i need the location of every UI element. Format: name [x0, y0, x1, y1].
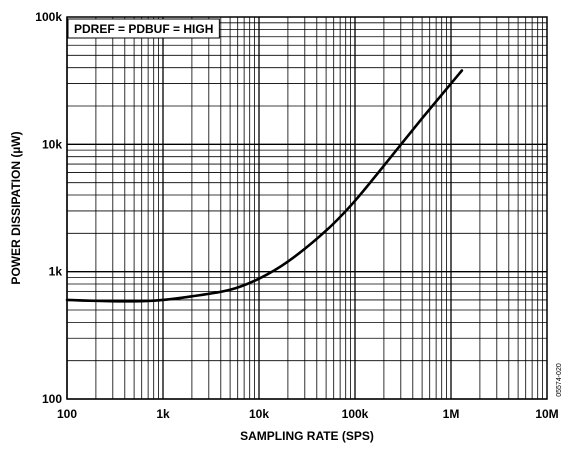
annotation-box: PDREF = PDBUF = HIGH — [67, 18, 220, 39]
x-tick-label: 100k — [342, 407, 369, 421]
y-tick-label: 100k — [35, 10, 62, 24]
annotation-text: PDREF = PDBUF = HIGH — [74, 22, 213, 36]
figure-id: 05574-020 — [556, 363, 563, 397]
x-axis-label: SAMPLING RATE (SPS) — [240, 429, 374, 443]
grid — [66, 17, 547, 400]
x-tick-label: 1M — [443, 407, 460, 421]
tick-labels: 100 1k 10k 100k 1M 10M 100 1k 10k 100k — [35, 10, 558, 421]
x-tick-label: 10k — [249, 407, 269, 421]
y-axis-label: POWER DISSIPATION (µW) — [9, 131, 23, 284]
x-tick-label: 100 — [57, 407, 77, 421]
y-tick-label: 1k — [49, 265, 63, 279]
plot-frame — [66, 16, 548, 400]
series-layer — [65, 69, 464, 303]
y-tick-label: 100 — [42, 392, 62, 406]
x-tick-label: 10M — [535, 407, 558, 421]
x-tick-label: 1k — [156, 407, 170, 421]
annotation-background — [67, 18, 220, 39]
series-line — [65, 69, 464, 303]
y-tick-label: 10k — [42, 137, 62, 151]
